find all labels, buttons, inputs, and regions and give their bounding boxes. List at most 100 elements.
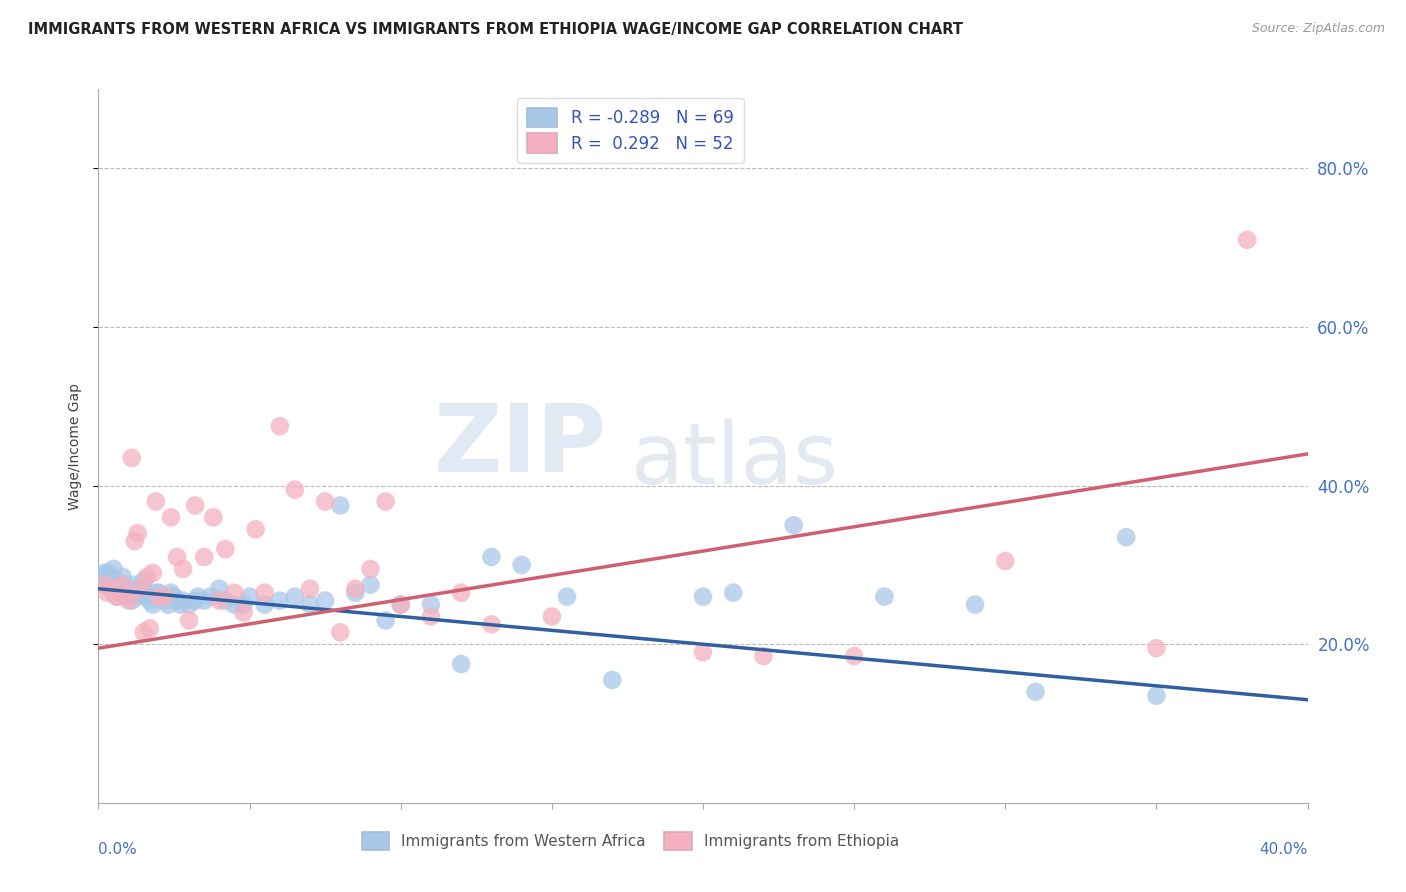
Point <box>253 585 276 599</box>
Point <box>374 614 396 628</box>
Point <box>360 562 382 576</box>
Point <box>153 590 176 604</box>
Point <box>100 578 122 592</box>
Point <box>420 609 443 624</box>
Point <box>103 562 125 576</box>
Point <box>160 585 183 599</box>
Point <box>96 566 118 580</box>
Point <box>156 598 179 612</box>
Point <box>108 585 131 599</box>
Point <box>93 578 115 592</box>
Point <box>172 562 194 576</box>
Point <box>103 582 125 596</box>
Point <box>1144 689 1167 703</box>
Point <box>299 598 322 612</box>
Point <box>105 574 128 588</box>
Point <box>172 593 194 607</box>
Point <box>111 578 134 592</box>
Point <box>344 585 367 599</box>
Point <box>208 593 231 607</box>
Point <box>93 566 115 580</box>
Point <box>555 590 578 604</box>
Point <box>139 621 162 635</box>
Point <box>692 590 714 604</box>
Point <box>124 534 146 549</box>
Text: 40.0%: 40.0% <box>1260 842 1308 857</box>
Point <box>873 590 896 604</box>
Point <box>118 585 141 599</box>
Point <box>481 549 503 564</box>
Point <box>100 578 122 592</box>
Point <box>374 494 396 508</box>
Point <box>96 570 118 584</box>
Point <box>284 483 307 497</box>
Point <box>121 450 143 465</box>
Point <box>105 590 128 604</box>
Point <box>132 574 155 588</box>
Text: IMMIGRANTS FROM WESTERN AFRICA VS IMMIGRANTS FROM ETHIOPIA WAGE/INCOME GAP CORRE: IMMIGRANTS FROM WESTERN AFRICA VS IMMIGR… <box>28 22 963 37</box>
Point <box>752 649 775 664</box>
Point <box>169 598 191 612</box>
Point <box>314 593 336 607</box>
Text: atlas: atlas <box>630 418 838 502</box>
Point <box>232 598 254 612</box>
Point <box>166 593 188 607</box>
Point <box>510 558 533 572</box>
Point <box>214 542 236 557</box>
Point <box>153 593 176 607</box>
Point <box>329 499 352 513</box>
Point <box>103 585 125 599</box>
Point <box>1024 685 1046 699</box>
Point <box>96 585 118 599</box>
Point <box>179 598 201 612</box>
Point <box>723 585 745 599</box>
Point <box>105 590 128 604</box>
Point <box>1115 530 1137 544</box>
Point <box>184 593 207 607</box>
Point <box>142 598 165 612</box>
Point <box>692 645 714 659</box>
Point <box>145 585 167 599</box>
Point <box>1236 233 1258 247</box>
Point <box>163 590 186 604</box>
Point <box>148 590 170 604</box>
Point <box>111 570 134 584</box>
Text: 0.0%: 0.0% <box>98 842 138 857</box>
Point <box>208 582 231 596</box>
Point <box>269 593 291 607</box>
Point <box>200 590 222 604</box>
Point <box>253 598 276 612</box>
Point <box>139 593 162 607</box>
Point <box>965 598 987 612</box>
Point <box>214 593 236 607</box>
Text: Source: ZipAtlas.com: Source: ZipAtlas.com <box>1251 22 1385 36</box>
Point <box>179 614 201 628</box>
Point <box>127 590 149 604</box>
Point <box>329 625 352 640</box>
Point <box>193 593 215 607</box>
Point <box>118 582 141 596</box>
Point <box>129 582 152 596</box>
Point <box>193 549 215 564</box>
Point <box>135 570 157 584</box>
Y-axis label: Wage/Income Gap: Wage/Income Gap <box>69 383 83 509</box>
Legend: Immigrants from Western Africa, Immigrants from Ethiopia: Immigrants from Western Africa, Immigran… <box>356 826 905 855</box>
Point <box>232 606 254 620</box>
Point <box>450 657 472 671</box>
Point <box>360 578 382 592</box>
Point <box>124 578 146 592</box>
Point <box>187 590 209 604</box>
Point <box>245 522 267 536</box>
Point <box>166 549 188 564</box>
Point <box>284 590 307 604</box>
Text: ZIP: ZIP <box>433 400 606 492</box>
Point <box>127 526 149 541</box>
Point <box>145 494 167 508</box>
Point <box>224 585 246 599</box>
Point <box>114 590 136 604</box>
Point <box>135 590 157 604</box>
Point <box>481 617 503 632</box>
Point <box>1144 641 1167 656</box>
Point <box>111 578 134 592</box>
Point <box>344 582 367 596</box>
